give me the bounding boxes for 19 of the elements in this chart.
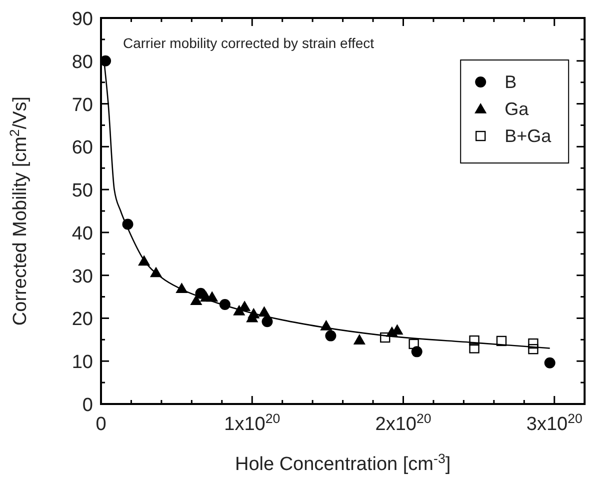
- y-tick-label: 70: [72, 94, 93, 116]
- y-tick-label: 40: [72, 223, 93, 244]
- y-tick-label: 0: [82, 395, 93, 416]
- annotation: Carrier mobility corrected by strain effect: [123, 35, 374, 51]
- y-tick-label: 30: [72, 266, 93, 288]
- x-tick-label: 0: [96, 414, 106, 435]
- x-axis-title: Hole Concentration [cm$^{-3}$]: [234, 450, 451, 475]
- y-tick-label: 60: [72, 138, 93, 159]
- y-tick-label: 10: [72, 352, 93, 374]
- legend-label: B: [504, 72, 517, 92]
- y-tick-label: 20: [72, 309, 93, 330]
- y-tick-label: 50: [72, 180, 93, 202]
- x-tick-label: 2x10$^{20}$: [375, 410, 432, 435]
- legend-label: B+Ga: [504, 126, 552, 146]
- legend-label: Ga: [504, 99, 530, 119]
- x-tick-label: 3x10$^{20}$: [526, 410, 582, 435]
- y-tick-label: 90: [72, 9, 93, 30]
- y-tick-label: 80: [72, 52, 93, 73]
- x-tick-label: 1x10$^{20}$: [224, 410, 280, 435]
